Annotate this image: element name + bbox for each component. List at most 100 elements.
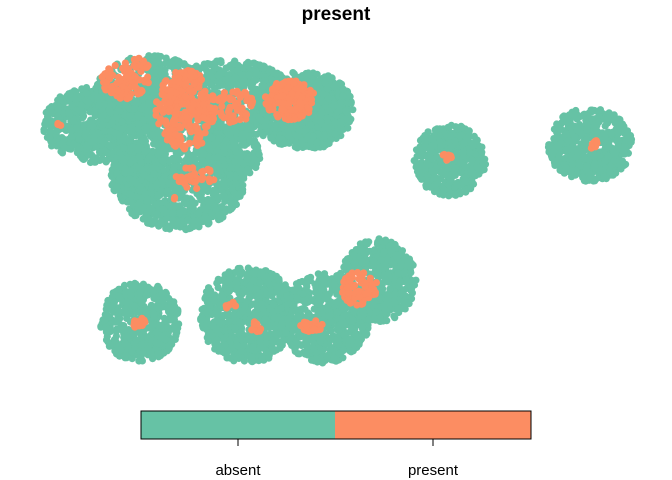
point-absent [323,114,331,122]
point-absent [163,187,172,195]
point-absent [111,129,119,137]
point-absent [325,139,333,148]
point-absent [106,109,114,117]
point-absent [141,147,149,155]
point-absent [215,71,223,79]
point-absent [466,148,474,156]
point-absent [160,205,168,213]
point-absent [582,136,591,144]
point-absent [113,183,121,191]
point-absent [149,131,157,139]
point-absent [331,130,339,138]
point-absent [67,127,75,135]
point-absent [309,132,317,140]
point-absent [347,99,355,107]
point-absent [459,148,467,156]
point-absent [261,77,269,85]
point-absent [252,163,260,172]
point-absent [335,106,343,115]
point-absent [452,191,460,199]
point-absent [270,69,278,77]
point-absent [182,200,190,208]
point-absent [98,155,106,163]
point-absent [86,108,94,116]
point-absent [141,137,150,145]
point-absent [428,167,436,175]
point-absent [91,136,99,144]
point-absent [148,85,156,93]
point-absent [298,139,306,148]
point-absent [75,135,83,143]
point-absent [119,136,127,144]
point-absent [256,61,264,69]
point-absent [227,199,235,207]
point-absent [131,209,139,217]
point-absent [203,73,211,81]
point-absent [439,168,447,176]
point-absent [302,126,310,134]
point-absent [174,188,182,196]
point-absent [100,127,108,135]
point-absent [337,118,345,126]
point-absent [307,138,315,146]
point-absent [61,144,69,152]
point-absent [143,210,151,218]
point-absent [324,73,332,81]
point-absent [179,206,187,215]
point-absent [410,157,418,165]
point-absent [54,105,63,113]
point-absent [169,166,178,174]
point-absent [185,225,193,233]
point-absent [48,103,56,111]
point-absent [451,171,459,179]
point-absent [149,61,157,69]
point-absent [552,134,560,142]
point-absent [451,164,459,172]
point-absent [241,141,249,149]
point-absent [232,180,240,188]
point-absent [336,99,344,107]
point-absent [259,109,267,117]
point-absent [192,148,200,156]
point-absent [462,177,470,185]
point-absent [155,140,163,148]
point-absent [105,100,114,109]
point-absent [462,188,470,196]
point-absent [311,79,319,87]
point-absent [446,132,455,140]
point-absent [339,92,347,100]
point-absent [257,116,265,125]
chart-title: present [302,4,371,25]
point-absent [190,217,198,225]
point-absent [150,69,159,77]
point-absent [336,79,344,88]
point-absent [607,129,615,137]
point-absent [116,107,124,115]
point-absent [233,81,241,89]
point-absent [67,132,75,141]
point-absent [154,80,162,89]
point-absent [478,148,486,156]
point-absent [225,63,234,71]
point-absent [139,205,147,213]
point-absent [41,120,49,128]
point-absent [217,59,225,67]
point-absent [296,126,304,135]
point-absent [180,60,188,68]
point-absent [259,83,267,91]
point-absent [82,142,91,150]
point-absent [255,97,263,105]
point-absent [126,159,134,167]
point-absent [239,71,248,79]
point-absent [468,156,476,164]
point-absent [248,115,256,123]
point-absent [255,150,263,159]
point-absent [460,139,468,147]
point-absent [231,158,239,166]
point-absent [146,174,154,182]
point-absent [221,161,229,170]
point-absent [220,191,228,199]
point-absent [553,120,561,128]
point-absent [71,95,79,103]
point-absent [603,114,612,122]
